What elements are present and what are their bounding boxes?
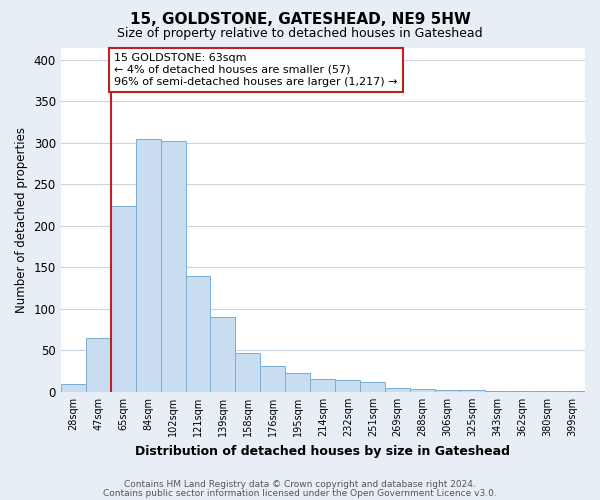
Text: 15 GOLDSTONE: 63sqm
← 4% of detached houses are smaller (57)
96% of semi-detache: 15 GOLDSTONE: 63sqm ← 4% of detached hou…	[115, 54, 398, 86]
Bar	[385, 388, 410, 392]
Bar	[286, 373, 310, 392]
Bar	[211, 317, 235, 392]
Bar	[535, 391, 560, 392]
Bar	[260, 366, 286, 392]
Bar	[435, 390, 460, 392]
Bar	[460, 390, 485, 392]
Bar	[61, 384, 86, 392]
Bar	[110, 206, 136, 392]
X-axis label: Distribution of detached houses by size in Gateshead: Distribution of detached houses by size …	[136, 444, 511, 458]
Y-axis label: Number of detached properties: Number of detached properties	[15, 126, 28, 312]
Bar	[560, 391, 585, 392]
Bar	[410, 390, 435, 392]
Text: 15, GOLDSTONE, GATESHEAD, NE9 5HW: 15, GOLDSTONE, GATESHEAD, NE9 5HW	[130, 12, 470, 28]
Text: Contains public sector information licensed under the Open Government Licence v3: Contains public sector information licen…	[103, 489, 497, 498]
Text: Contains HM Land Registry data © Crown copyright and database right 2024.: Contains HM Land Registry data © Crown c…	[124, 480, 476, 489]
Bar	[235, 353, 260, 392]
Bar	[510, 391, 535, 392]
Bar	[136, 139, 161, 392]
Bar	[485, 391, 510, 392]
Bar	[310, 378, 335, 392]
Bar	[335, 380, 360, 392]
Bar	[185, 276, 211, 392]
Bar	[360, 382, 385, 392]
Bar	[161, 142, 185, 392]
Text: Size of property relative to detached houses in Gateshead: Size of property relative to detached ho…	[117, 28, 483, 40]
Bar	[86, 338, 110, 392]
